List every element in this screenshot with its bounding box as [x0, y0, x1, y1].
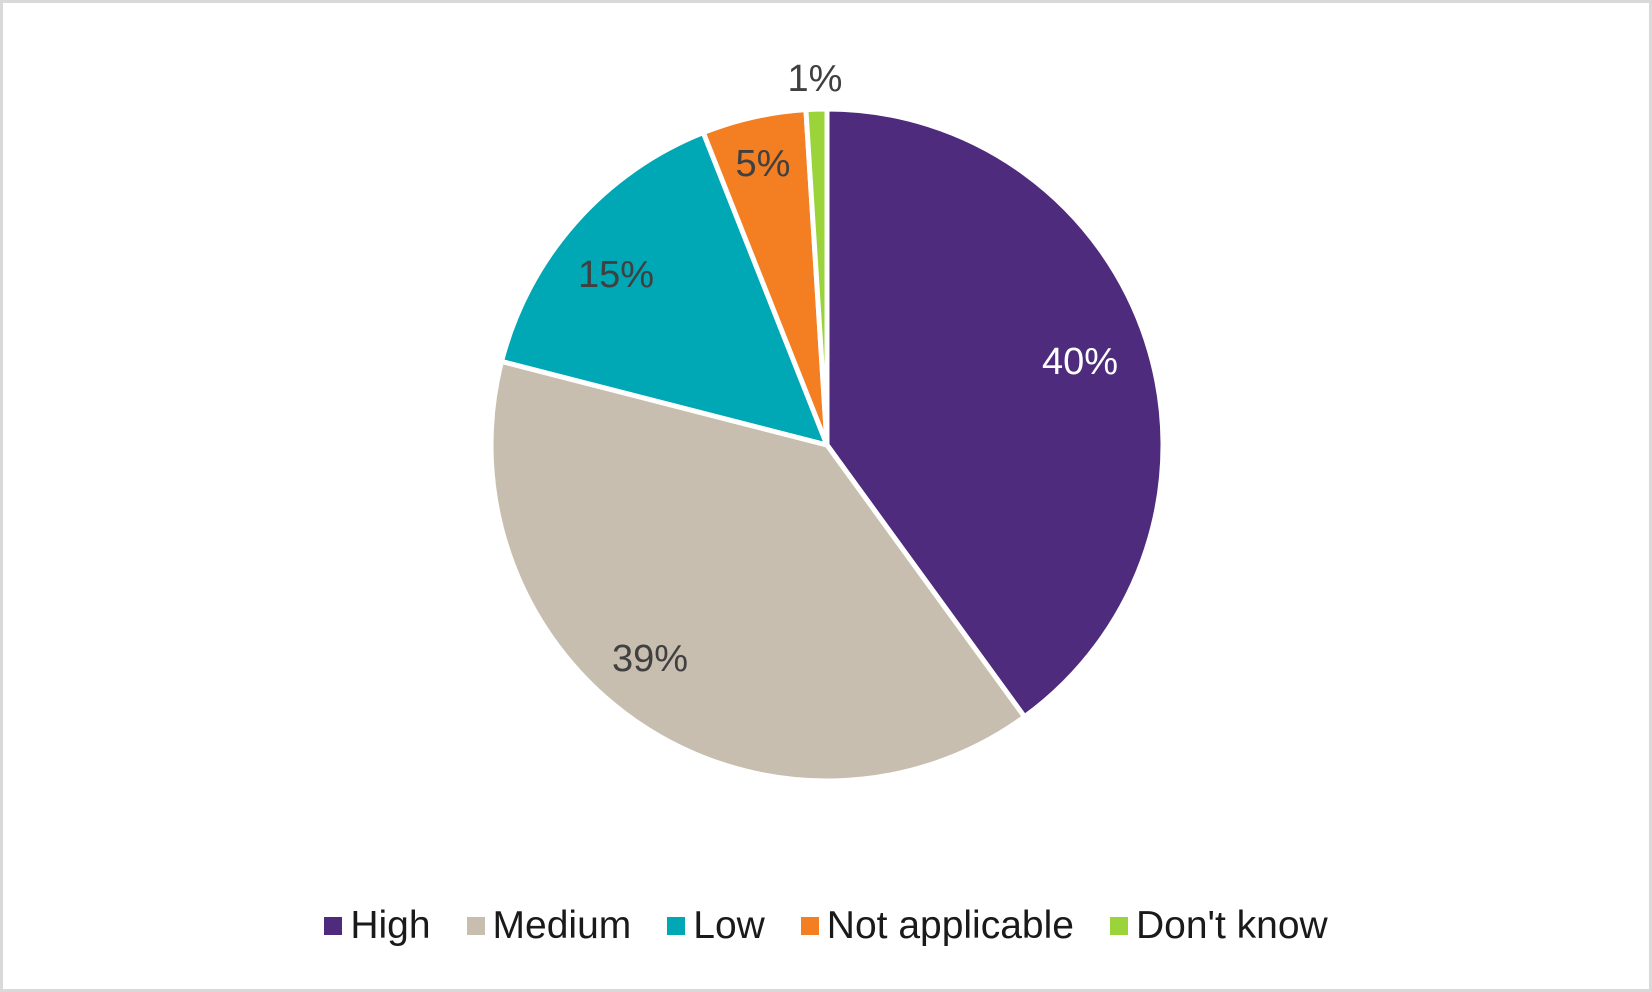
legend-item-high: High — [324, 902, 431, 950]
pie-labels: 40% 39% 15% 5% 1% — [578, 58, 1118, 680]
legend-swatch-icon — [667, 917, 686, 935]
data-label: 40% — [1042, 341, 1118, 383]
legend-label: Low — [693, 904, 765, 947]
pie-slices — [488, 106, 1166, 784]
legend-item-not-applicable: Not applicable — [800, 902, 1074, 950]
pie-slice-high — [824, 106, 1166, 720]
legend-swatch-icon — [1109, 917, 1128, 935]
legend-label: High — [350, 904, 431, 947]
data-label: 15% — [578, 254, 654, 296]
legend-label: Medium — [492, 904, 632, 947]
pie-slice-don-t-know — [803, 106, 830, 448]
chart-legend: High Medium Low Not applicable Don't kno… — [0, 902, 1652, 950]
legend-item-low: Low — [667, 902, 765, 950]
legend-swatch-icon — [324, 917, 343, 935]
legend-label: Don't know — [1135, 904, 1328, 947]
data-label: 1% — [788, 58, 843, 100]
legend-swatch-icon — [466, 917, 485, 935]
legend-item-medium: Medium — [466, 902, 632, 950]
pie-slice-medium — [488, 358, 1027, 784]
pie-slice-low — [499, 130, 830, 448]
data-label: 39% — [612, 638, 688, 680]
legend-label: Not applicable — [826, 904, 1074, 947]
legend-swatch-icon — [800, 917, 819, 935]
data-label: 5% — [736, 143, 791, 185]
legend-item-dont-know: Don't know — [1109, 902, 1328, 950]
